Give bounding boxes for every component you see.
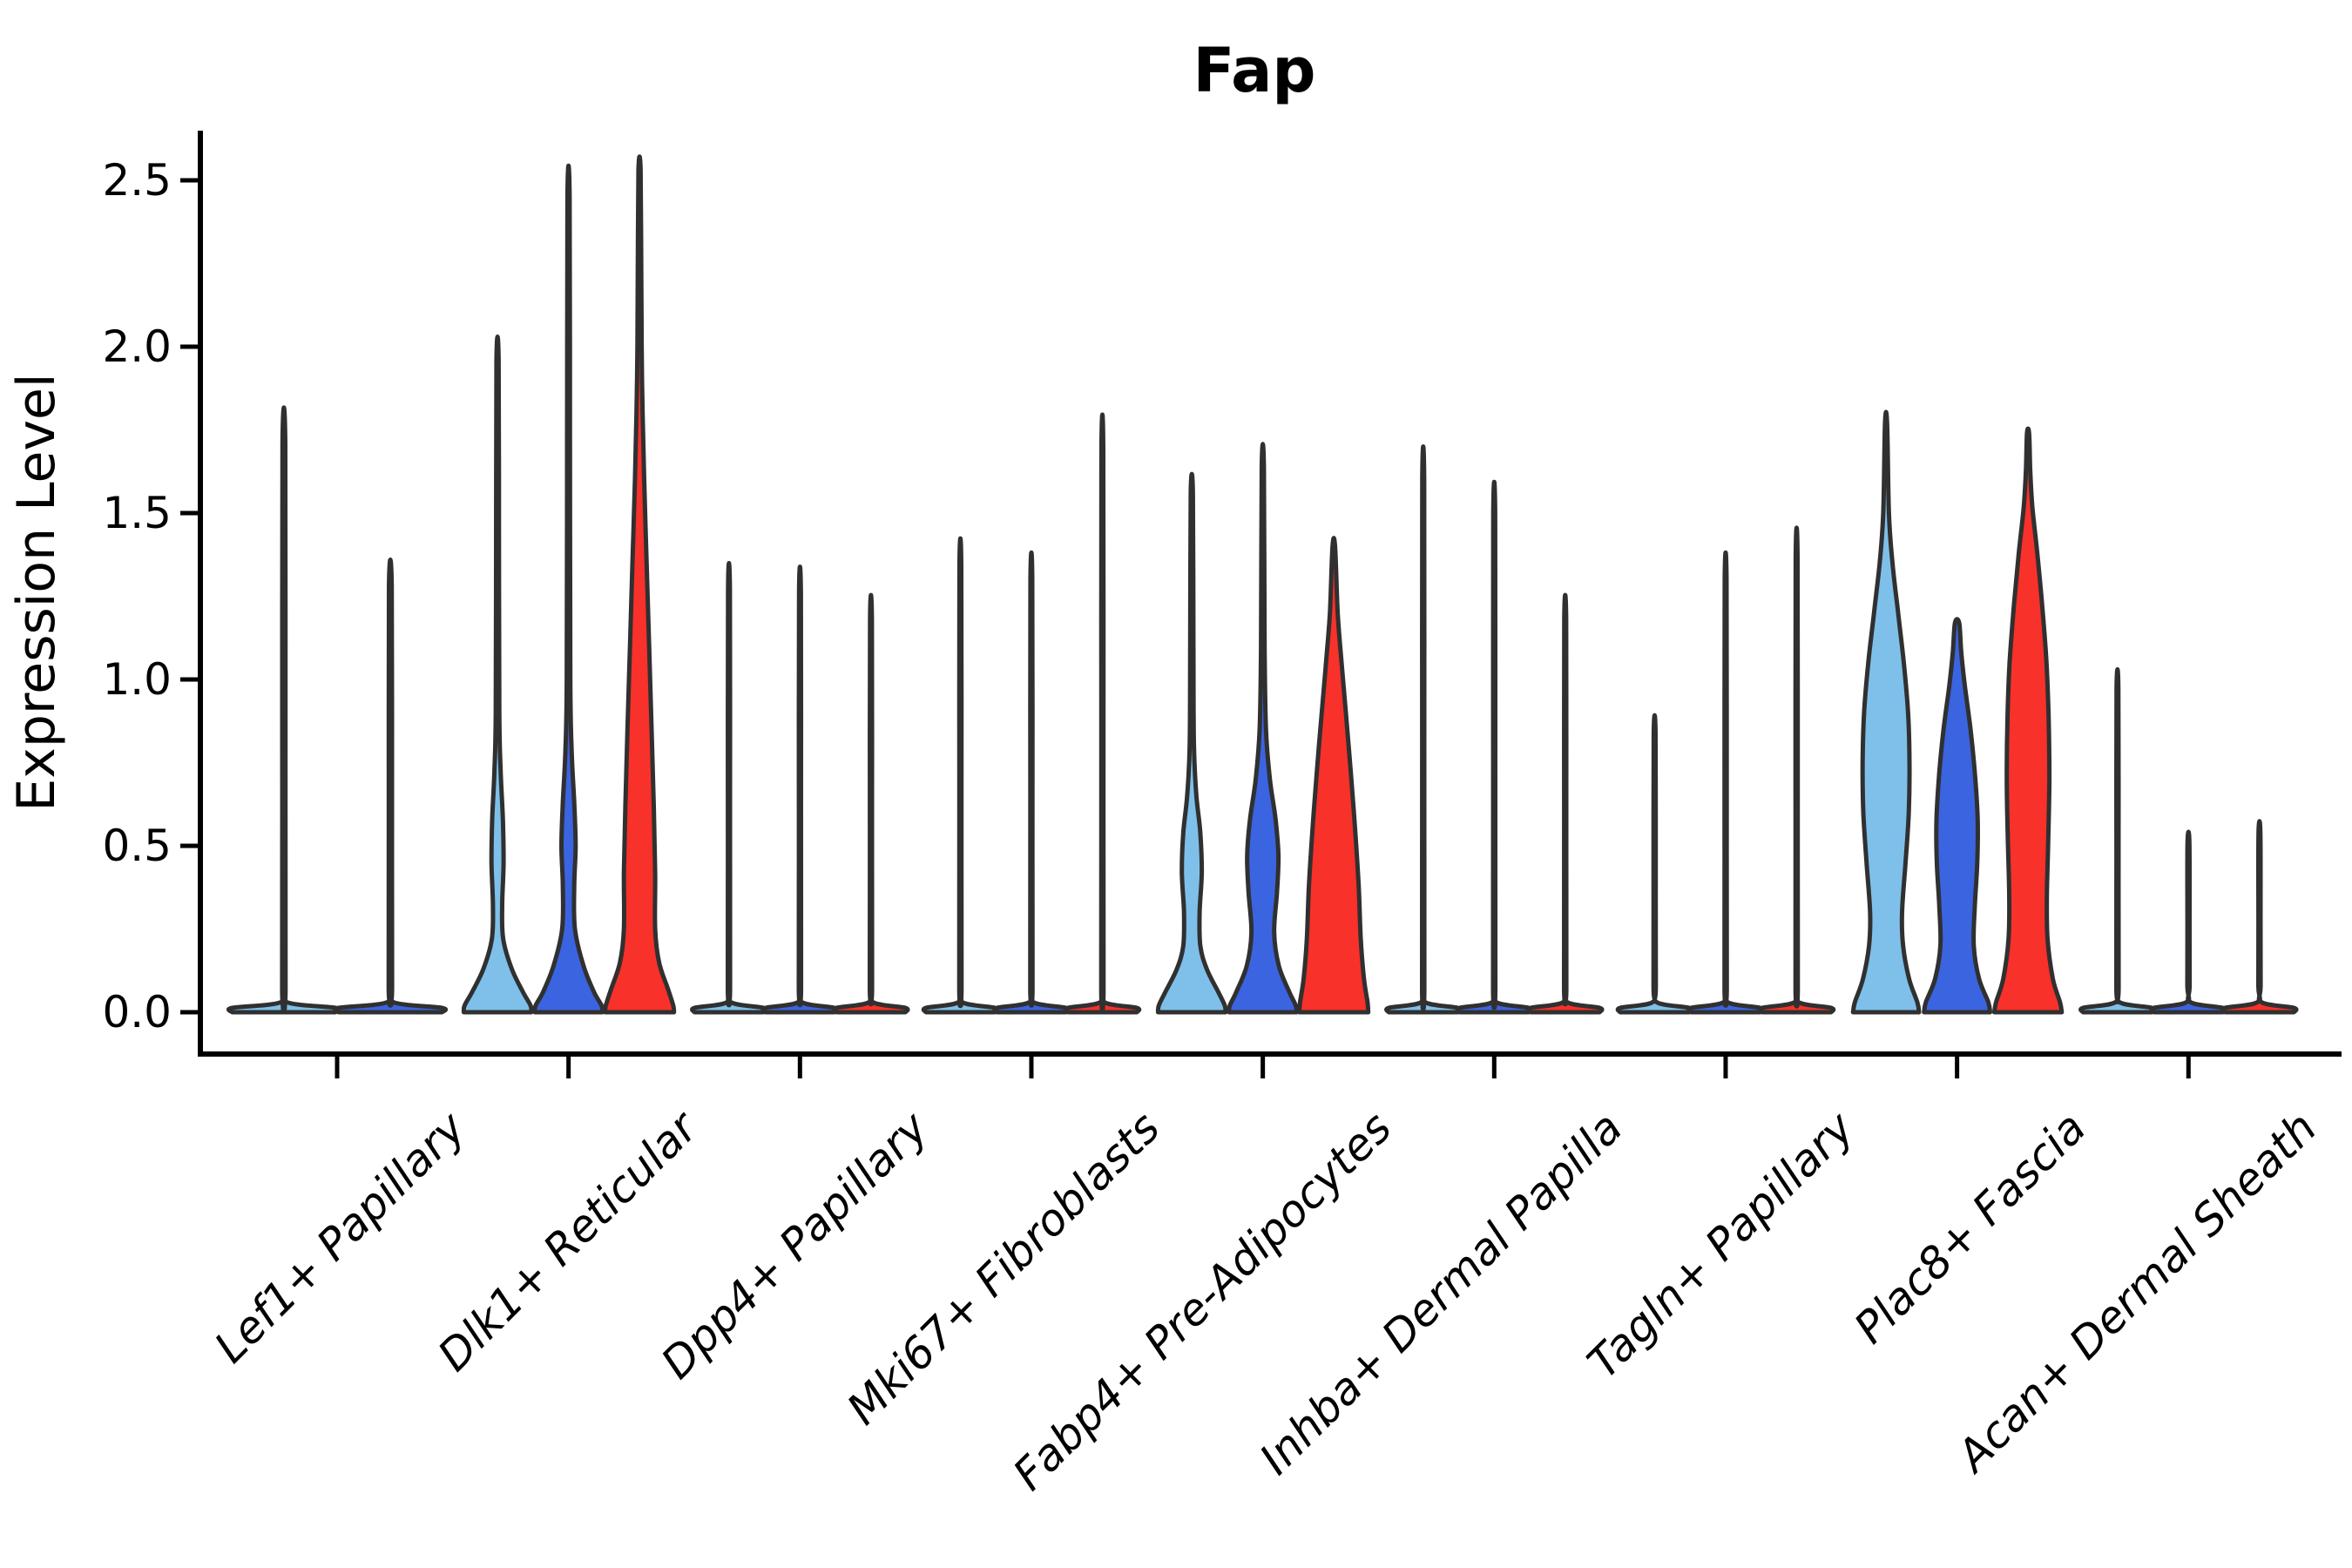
y-tick-label-4: 2.0 — [102, 321, 172, 372]
violin-3-2 — [1063, 412, 1142, 1015]
violin-5-1 — [1455, 479, 1534, 1015]
violin-2-1 — [760, 564, 840, 1015]
violin-5-2 — [1526, 592, 1605, 1015]
x-tick-labels: Lef1+ Papillary Dlk1+ Reticular Dpp4+ Pa… — [205, 1100, 2326, 1500]
violins — [226, 154, 2299, 1015]
violin-8-0 — [2078, 666, 2157, 1015]
violin-0-0 — [226, 405, 341, 1015]
violin-8-1 — [2149, 829, 2228, 1015]
x-tick-label-7: Plac8+ Fascia — [1845, 1102, 2096, 1353]
violin-7-1 — [1922, 617, 1992, 1015]
violin-1-0 — [461, 335, 534, 1015]
violin-1-1 — [532, 163, 605, 1015]
y-axis-label: Expression Level — [6, 373, 67, 811]
violin-8-2 — [2220, 819, 2299, 1015]
violin-1-2 — [603, 154, 677, 1015]
violin-7-0 — [1850, 409, 1922, 1015]
y-tick-label-1: 0.5 — [102, 821, 172, 871]
violin-4-0 — [1155, 471, 1228, 1015]
y-tick-label-2: 1.0 — [102, 654, 172, 705]
violin-4-1 — [1227, 442, 1299, 1015]
y-tick-label-3: 1.5 — [102, 488, 172, 538]
x-tick-label-0: Lef1+ Papillary — [205, 1101, 476, 1372]
violin-7-2 — [1991, 426, 2065, 1015]
violin-2-2 — [832, 592, 910, 1015]
violin-5-0 — [1384, 444, 1463, 1015]
tick-marks — [180, 178, 2191, 1078]
chart-title: Fap — [1193, 35, 1315, 106]
y-tick-label-0: 0.0 — [102, 987, 172, 1037]
violin-4-2 — [1297, 536, 1371, 1015]
violin-2-0 — [690, 561, 768, 1015]
violin-0-1 — [333, 557, 448, 1015]
y-tick-label-5: 2.5 — [102, 155, 172, 206]
violin-3-0 — [921, 536, 1000, 1015]
x-tick-label-4: Fabp4+ Pre-Adipocytes — [1004, 1102, 1402, 1500]
violin-6-0 — [1615, 713, 1694, 1015]
violin-6-2 — [1757, 525, 1836, 1015]
violin-6-1 — [1686, 550, 1765, 1015]
y-tick-labels: 0.0 0.5 1.0 1.5 2.0 2.5 — [102, 155, 172, 1037]
violin-3-1 — [992, 550, 1071, 1015]
